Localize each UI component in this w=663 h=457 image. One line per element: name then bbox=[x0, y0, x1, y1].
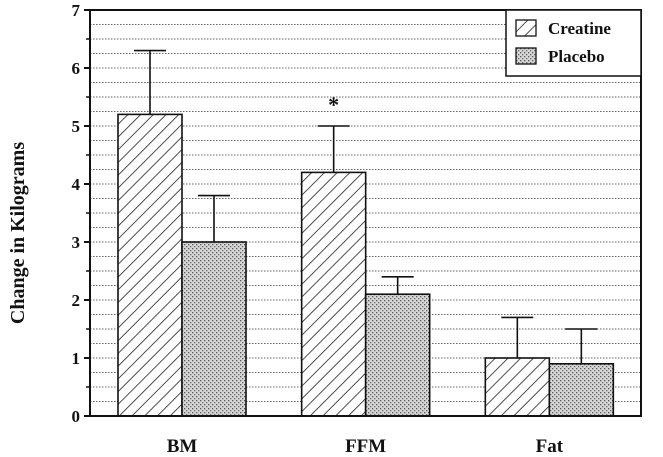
y-tick-label: 3 bbox=[72, 233, 81, 252]
bar-placebo-fat bbox=[548, 362, 615, 417]
y-tick-label: 4 bbox=[72, 175, 81, 194]
bar-placebo-bm bbox=[181, 241, 247, 417]
legend-swatch-placebo bbox=[515, 47, 537, 65]
y-tick-label: 0 bbox=[72, 407, 81, 426]
x-tick-label: BM bbox=[167, 436, 198, 457]
x-tick-label: FFM bbox=[345, 436, 386, 457]
y-tick-label: 2 bbox=[72, 291, 81, 310]
bar-placebo-ffm bbox=[364, 293, 431, 417]
legend: Creatine Placebo bbox=[505, 9, 642, 77]
legend-swatch-creatine bbox=[515, 19, 537, 37]
y-axis-title: Change in Kilograms bbox=[7, 142, 29, 324]
y-tick-label: 7 bbox=[72, 1, 81, 20]
axes: BM FFM Fat * 0 1 2 3 4 5 6 7 bbox=[72, 1, 642, 457]
legend-label-creatine: Creatine bbox=[548, 19, 611, 38]
x-tick-label: Fat bbox=[536, 436, 564, 457]
bars bbox=[117, 49, 615, 417]
y-tick-label: 1 bbox=[72, 349, 81, 368]
bar-creatine-bm bbox=[117, 113, 183, 417]
y-tick-label: 5 bbox=[72, 117, 81, 136]
legend-label-placebo: Placebo bbox=[548, 47, 605, 66]
y-tick-label: 6 bbox=[72, 59, 81, 78]
significance-marker: * bbox=[328, 92, 339, 117]
bar-creatine-ffm bbox=[300, 171, 367, 417]
bar-creatine-fat bbox=[484, 357, 551, 417]
